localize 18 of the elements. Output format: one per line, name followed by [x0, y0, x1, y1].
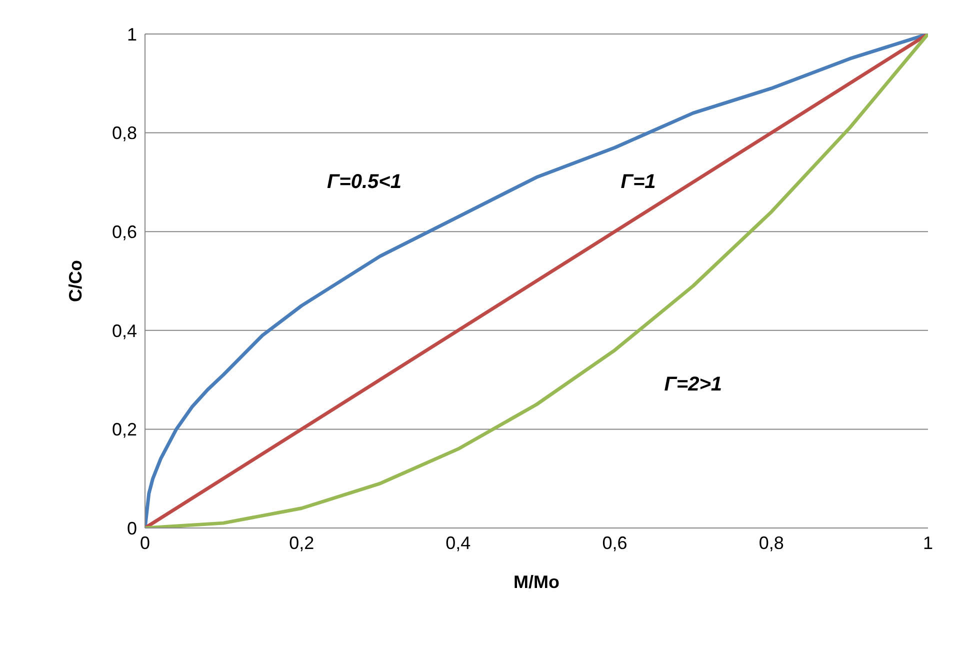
line-series — [145, 34, 928, 528]
x-tick-label: 0,6 — [602, 532, 628, 553]
y-axis-title: C/Co — [65, 260, 86, 302]
annotation: Γ=0.5<1 — [327, 171, 402, 194]
y-tick-label: 1 — [126, 24, 137, 44]
x-tick-label: 0,4 — [446, 532, 471, 553]
x-tick-label: 0,2 — [289, 532, 314, 553]
x-tick-label: 0,8 — [758, 532, 784, 553]
y-tick-label: 0,2 — [112, 420, 137, 440]
x-axis-title: M/Mo — [514, 572, 560, 592]
y-tick-label: 0,6 — [112, 222, 137, 242]
x-tick-label: 0 — [140, 532, 150, 553]
y-tick-label: 0,4 — [112, 320, 137, 341]
y-tick-label: 0 — [126, 518, 137, 538]
annotation: Γ=2>1 — [664, 374, 722, 396]
y-tick-label: 0,8 — [112, 123, 137, 144]
annotation: Γ=1 — [620, 171, 656, 194]
x-tick-label: 1 — [922, 532, 934, 553]
